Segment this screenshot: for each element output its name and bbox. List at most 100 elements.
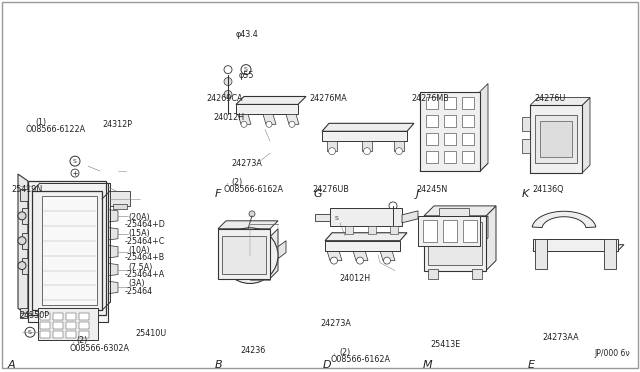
Text: 24273AA: 24273AA [543, 333, 579, 342]
Circle shape [383, 257, 390, 264]
Polygon shape [330, 208, 402, 226]
Circle shape [328, 148, 335, 155]
Bar [444, 151, 456, 163]
Text: -25464+A: -25464+A [125, 270, 165, 279]
Polygon shape [480, 216, 488, 246]
Polygon shape [424, 206, 496, 216]
Polygon shape [380, 251, 395, 261]
Polygon shape [322, 124, 414, 131]
Circle shape [246, 251, 254, 260]
Bar [345, 226, 353, 234]
Bar [604, 239, 616, 269]
Bar [79, 322, 89, 329]
Polygon shape [236, 96, 306, 105]
Bar [420, 92, 480, 171]
Circle shape [18, 237, 26, 245]
Polygon shape [278, 241, 286, 259]
Text: -25464+D: -25464+D [125, 220, 166, 229]
Circle shape [606, 257, 614, 264]
Polygon shape [325, 233, 407, 241]
Circle shape [18, 212, 26, 220]
Bar [472, 269, 482, 279]
Circle shape [224, 65, 232, 74]
Polygon shape [20, 308, 35, 318]
Text: J: J [416, 189, 419, 199]
Text: Ó08566-6162A: Ó08566-6162A [224, 185, 284, 194]
Bar [390, 226, 398, 234]
Circle shape [266, 121, 272, 127]
Text: S: S [28, 330, 32, 335]
Polygon shape [102, 227, 118, 241]
Polygon shape [22, 208, 32, 224]
Text: S: S [244, 67, 248, 72]
Circle shape [241, 65, 251, 75]
Bar [428, 222, 482, 264]
Circle shape [230, 236, 270, 276]
Circle shape [537, 257, 545, 264]
Text: (3A): (3A) [128, 279, 145, 288]
Bar [530, 105, 582, 173]
Bar [535, 115, 577, 163]
Text: 24276MA: 24276MA [309, 94, 347, 103]
Circle shape [241, 121, 247, 127]
Bar [535, 239, 547, 269]
Bar [79, 331, 89, 338]
Bar [79, 313, 89, 320]
Text: -25464+B: -25464+B [125, 253, 165, 263]
Text: K: K [522, 189, 529, 199]
Text: B: B [214, 360, 222, 370]
Polygon shape [394, 141, 404, 151]
Bar [28, 181, 106, 315]
Text: (2): (2) [339, 348, 351, 357]
Text: (15A): (15A) [128, 230, 150, 238]
Text: A: A [8, 360, 15, 370]
Text: φ43.4: φ43.4 [236, 30, 259, 39]
Circle shape [25, 327, 35, 337]
Bar [439, 208, 469, 216]
Bar [522, 118, 530, 131]
Polygon shape [22, 233, 32, 248]
Circle shape [389, 202, 397, 210]
Text: 24245N: 24245N [416, 185, 447, 194]
Bar [426, 115, 438, 127]
Text: 24012H: 24012H [213, 113, 244, 122]
Bar [66, 313, 76, 320]
Text: -25464: -25464 [125, 287, 153, 296]
Text: (10A): (10A) [128, 246, 150, 255]
Polygon shape [362, 141, 372, 151]
Bar [428, 269, 438, 279]
Text: Ó08566-6302A: Ó08566-6302A [69, 344, 129, 353]
Bar [40, 331, 50, 338]
Circle shape [249, 211, 255, 217]
Bar [32, 191, 102, 310]
Text: 25419N: 25419N [12, 185, 43, 194]
Polygon shape [327, 251, 342, 261]
Polygon shape [533, 245, 624, 251]
Circle shape [259, 272, 265, 278]
Text: 24350P: 24350P [19, 311, 49, 320]
Polygon shape [102, 280, 118, 294]
Text: F: F [214, 189, 221, 199]
Polygon shape [102, 263, 118, 276]
Text: 24236: 24236 [240, 346, 265, 355]
Polygon shape [102, 191, 110, 310]
Text: (7.5A): (7.5A) [128, 263, 152, 272]
Bar [463, 220, 477, 242]
Text: D: D [323, 360, 332, 370]
Bar [40, 322, 50, 329]
Circle shape [430, 270, 436, 276]
Bar [218, 229, 270, 279]
Polygon shape [420, 163, 488, 171]
Text: JP/000 6ν: JP/000 6ν [595, 349, 630, 358]
Polygon shape [315, 214, 330, 221]
Text: S: S [73, 158, 77, 164]
Text: Ó08566-6162A: Ó08566-6162A [330, 355, 390, 364]
Bar [423, 220, 437, 242]
Circle shape [18, 262, 26, 270]
Text: (20A): (20A) [128, 213, 150, 222]
Bar [368, 226, 376, 234]
Circle shape [289, 121, 295, 127]
Polygon shape [322, 131, 407, 141]
Text: -25464+C: -25464+C [125, 237, 165, 246]
Text: 24269CA: 24269CA [206, 94, 243, 103]
